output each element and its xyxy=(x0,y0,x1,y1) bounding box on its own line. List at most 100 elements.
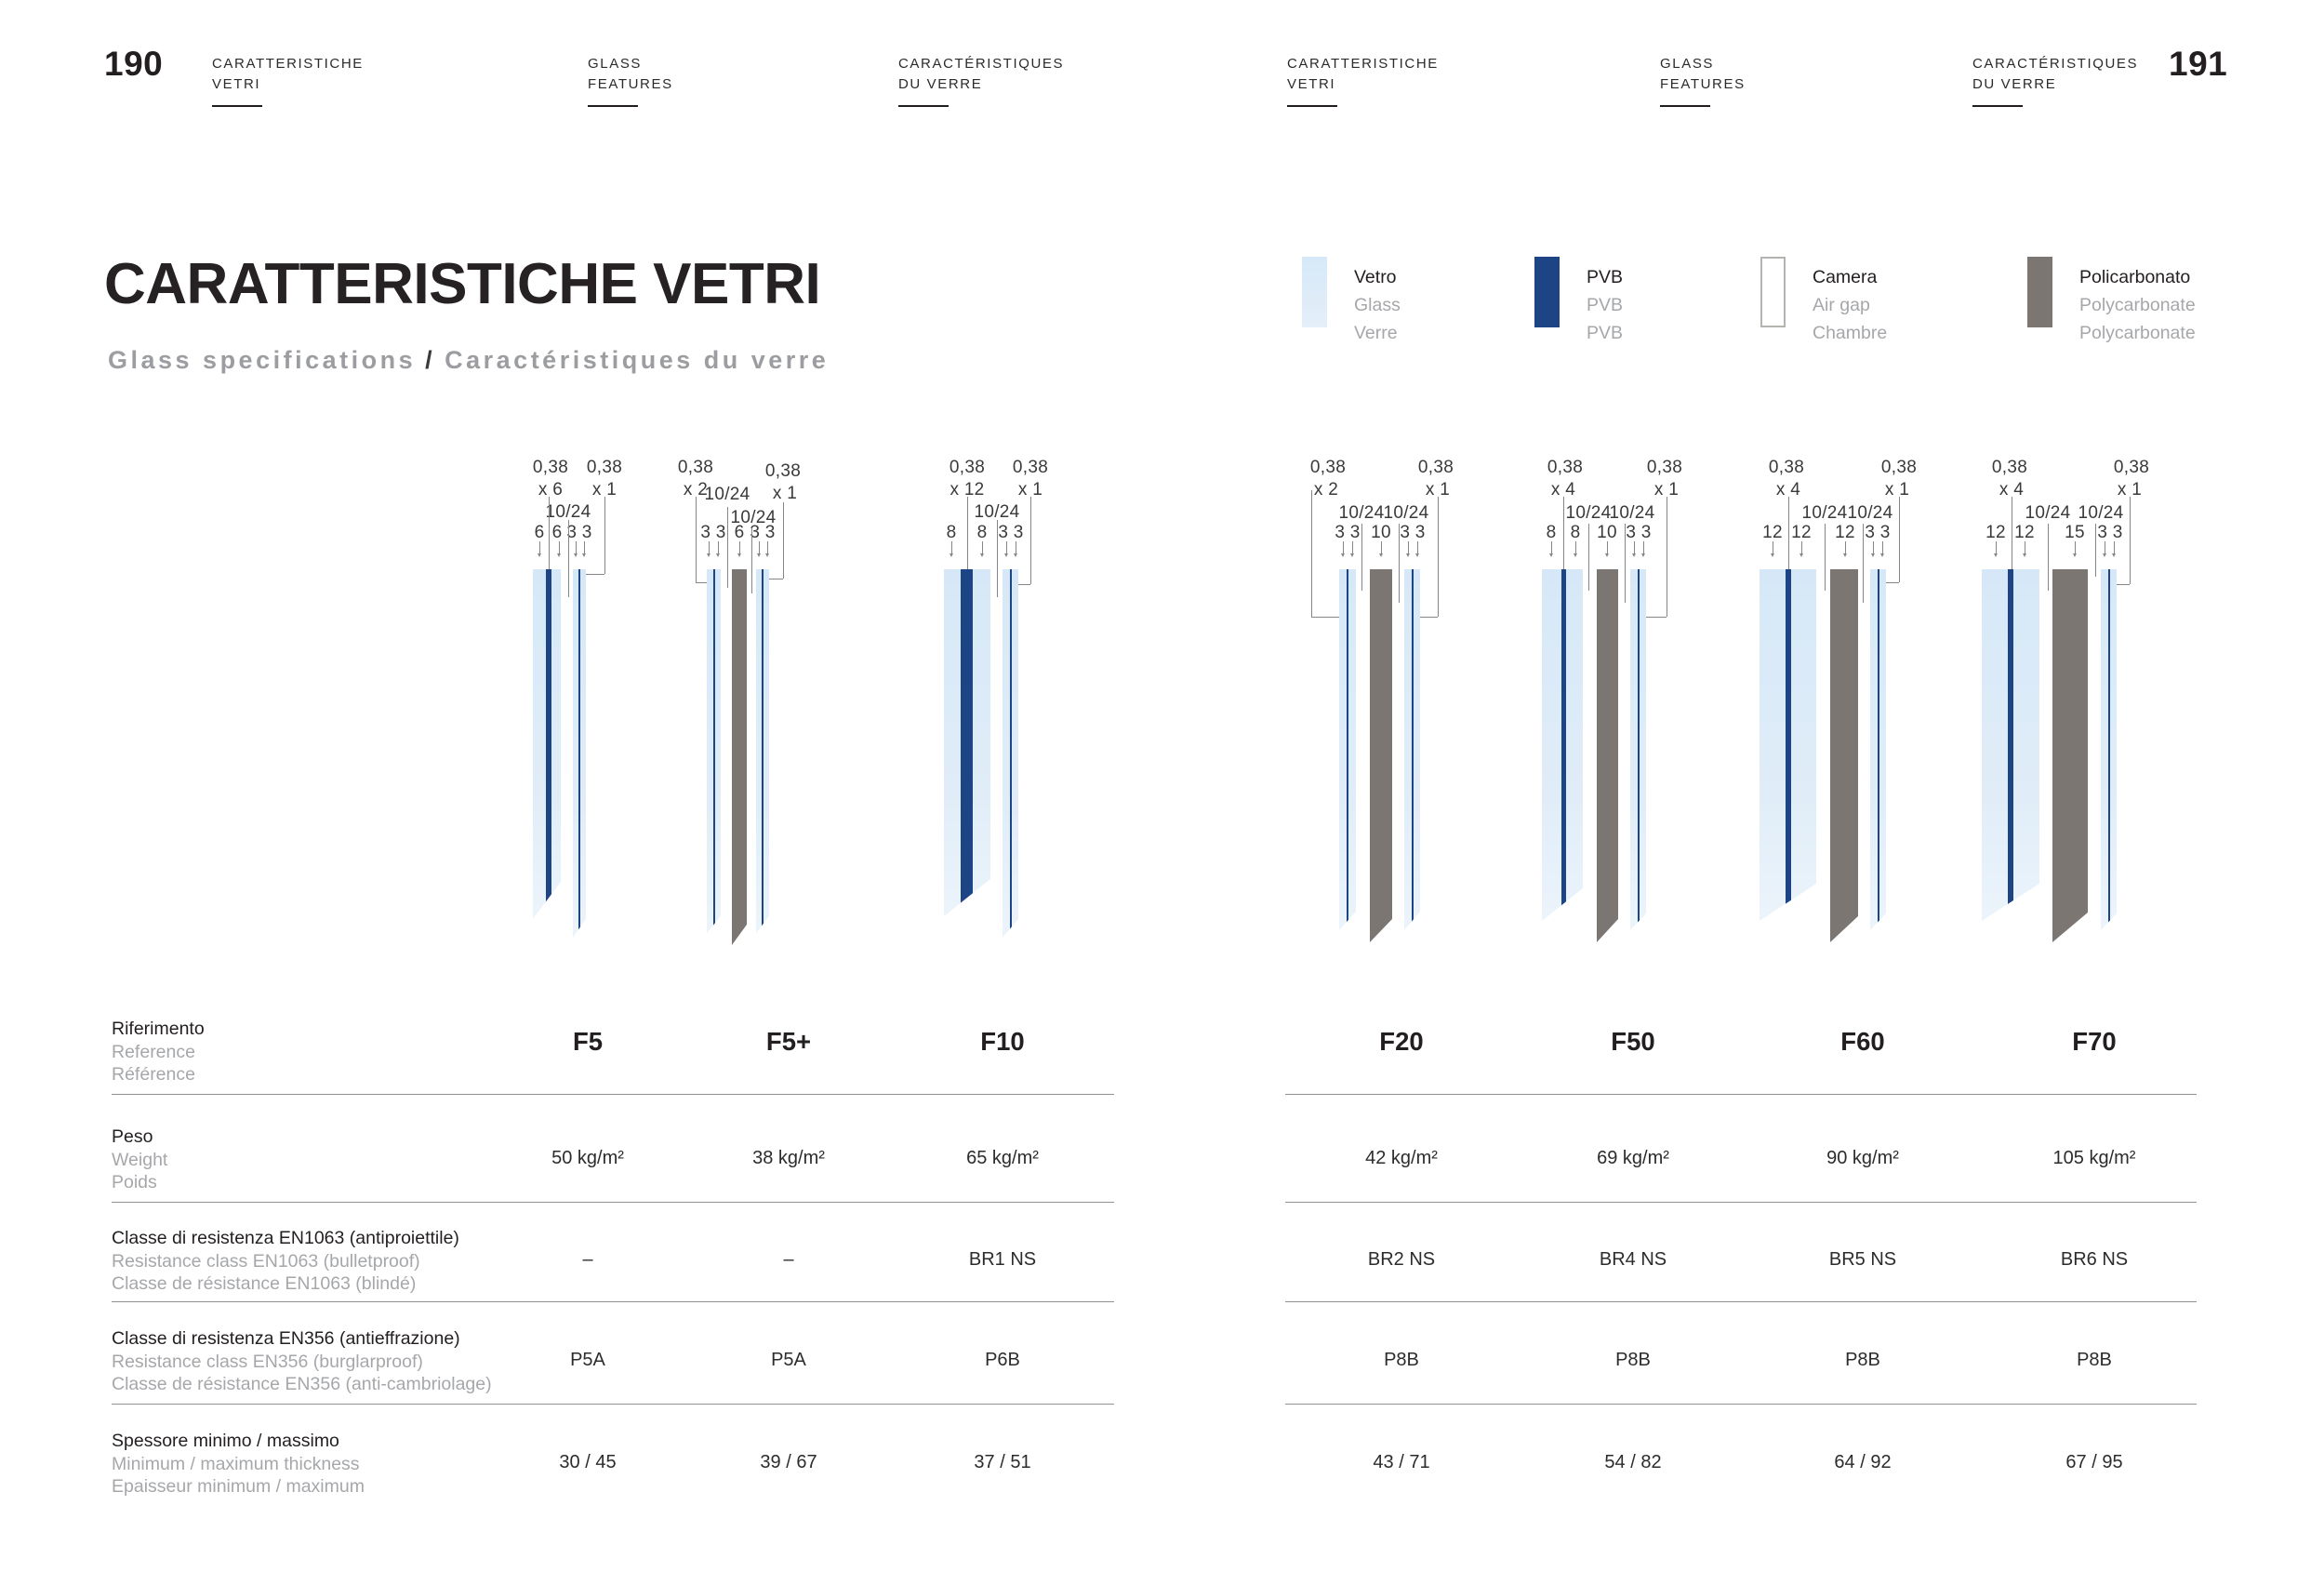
diagram-annotation: x 2 xyxy=(683,480,709,499)
glass-block xyxy=(533,569,561,919)
row-label: Riferimento Reference Référence xyxy=(112,1018,205,1086)
table-value: 50 kg/m² xyxy=(551,1148,624,1168)
diagram-annotation: 3 3 xyxy=(1626,523,1652,542)
header-underline xyxy=(212,105,262,107)
diagram-annotation: 10 xyxy=(1597,523,1617,542)
header-line: CARATTERISTICHE xyxy=(1287,56,1439,72)
diagram-annotation: 0,38 xyxy=(1646,458,1683,477)
header-line: CARACTÉRISTIQUES xyxy=(1972,56,2139,72)
glass-block xyxy=(1339,569,1356,930)
glass-stripe xyxy=(580,569,586,938)
glass-block xyxy=(2052,569,2088,942)
table-value: P8B xyxy=(1384,1350,1419,1370)
poly-swatch xyxy=(2027,257,2052,327)
diagram-annotation: 15 xyxy=(2065,523,2085,542)
thickness-arrow xyxy=(1406,541,1410,557)
header-underline xyxy=(1660,105,1710,107)
diagram-annotation: 8 xyxy=(976,523,988,542)
leader-line xyxy=(1788,497,1789,573)
table-value: 105 kg/m² xyxy=(2052,1148,2136,1168)
page-number-left: 190 xyxy=(104,45,164,83)
thickness-arrow xyxy=(980,541,984,557)
legend-label: Glass xyxy=(1354,295,1401,315)
glass-stripe xyxy=(714,569,721,933)
subtitle-en: Glass specifications xyxy=(108,346,417,374)
header-left-2: CARACTÉRISTIQUES DU VERRE xyxy=(898,54,1064,107)
legend-label: PVB xyxy=(1587,323,1624,343)
diagram-annotation: 3 3 xyxy=(566,523,592,542)
table-value: BR6 NS xyxy=(2060,1249,2129,1270)
table-row: 43 / 71 54 / 82 64 / 92 67 / 95 xyxy=(1285,1405,2197,1514)
table-value: BR2 NS xyxy=(1367,1249,1436,1270)
thickness-arrow xyxy=(1880,541,1884,557)
subtitle-fr: Caractéristiques du verre xyxy=(445,346,830,374)
header-line: VETRI xyxy=(212,76,261,92)
glass-stripe xyxy=(2101,569,2108,930)
poly-stripe xyxy=(1830,569,1858,942)
table-value: BR1 NS xyxy=(968,1249,1037,1270)
table-value: 65 kg/m² xyxy=(966,1148,1039,1168)
diagram-annotation: 0,38 xyxy=(764,461,802,481)
diagram-annotation: x 1 xyxy=(1884,480,1910,499)
diagram-annotation: 10/24 xyxy=(1338,503,1385,523)
thickness-arrow xyxy=(1415,541,1419,557)
thickness-arrow xyxy=(757,541,761,557)
thickness-arrow xyxy=(1004,541,1008,557)
diagram-annotation: x 6 xyxy=(538,480,564,499)
thickness-arrow xyxy=(1871,541,1875,557)
pvb-stripe xyxy=(2008,569,2013,921)
glass-stripe xyxy=(1760,569,1786,921)
diagram-annotation: 3 3 xyxy=(1865,523,1891,542)
header-underline xyxy=(588,105,638,107)
row-label-line: Minimum / maximum thickness xyxy=(112,1453,360,1474)
table-value: P8B xyxy=(1615,1350,1651,1370)
leader-line xyxy=(1879,582,1899,583)
pvb-stripe xyxy=(546,569,551,919)
column-header: F60 xyxy=(1840,1027,1885,1056)
legend-label: PVB xyxy=(1587,295,1624,315)
row-label-line: Spessore minimo / massimo xyxy=(112,1431,339,1451)
table-row: 42 kg/m² 69 kg/m² 90 kg/m² 105 kg/m² xyxy=(1285,1095,2197,1203)
table-value: P6B xyxy=(985,1350,1020,1370)
table-value: P5A xyxy=(771,1350,806,1370)
diagram-annotation: 10/24 xyxy=(1609,503,1655,523)
thickness-arrow xyxy=(1341,541,1345,557)
header-line: CARATTERISTICHE xyxy=(212,56,364,72)
glass-block xyxy=(944,569,990,916)
diagram-annotation: x 1 xyxy=(772,484,798,503)
diagram-annotation: 0,38 xyxy=(949,458,986,477)
leader-line xyxy=(1588,524,1589,591)
poly-stripe xyxy=(732,569,747,945)
table-value: 38 kg/m² xyxy=(752,1148,825,1168)
header-left-0: CARATTERISTICHE VETRI xyxy=(212,54,364,107)
glass-stripe xyxy=(764,569,769,933)
pvb-stripe xyxy=(2107,569,2110,930)
glass-stripe xyxy=(1630,569,1638,930)
header-underline xyxy=(898,105,949,107)
diagram-annotation: x 4 xyxy=(1999,480,2025,499)
thickness-arrow xyxy=(1994,541,1998,557)
glass-stripe xyxy=(1870,569,1878,930)
leader-line xyxy=(967,497,968,573)
glass-block xyxy=(1630,569,1646,930)
glass-block xyxy=(1597,569,1618,942)
glass-block xyxy=(1760,569,1816,921)
pvb-stripe xyxy=(1347,569,1348,930)
header-underline xyxy=(1972,105,2023,107)
table-value: 42 kg/m² xyxy=(1365,1148,1438,1168)
diagram-annotation: 0,38 xyxy=(2113,458,2150,477)
pvb-stripe xyxy=(1561,569,1566,921)
diagram-annotation: 6 xyxy=(534,523,545,542)
thickness-arrow xyxy=(1641,541,1645,557)
leader-line xyxy=(2130,497,2131,584)
glass-block xyxy=(1542,569,1583,921)
row-label-line: Classe de résistance EN1063 (blindé) xyxy=(112,1273,417,1294)
diagram-annotation: 10 xyxy=(1371,523,1391,542)
glass-stripe xyxy=(573,569,578,938)
table-value: BR5 NS xyxy=(1828,1249,1897,1270)
table-row: Classe di resistenza EN356 (antieffrazio… xyxy=(112,1302,1114,1405)
row-label-line: Peso xyxy=(112,1126,153,1147)
glass-stripe xyxy=(944,569,961,916)
leader-line xyxy=(997,520,998,597)
table-row: BR2 NS BR4 NS BR5 NS BR6 NS xyxy=(1285,1203,2197,1302)
